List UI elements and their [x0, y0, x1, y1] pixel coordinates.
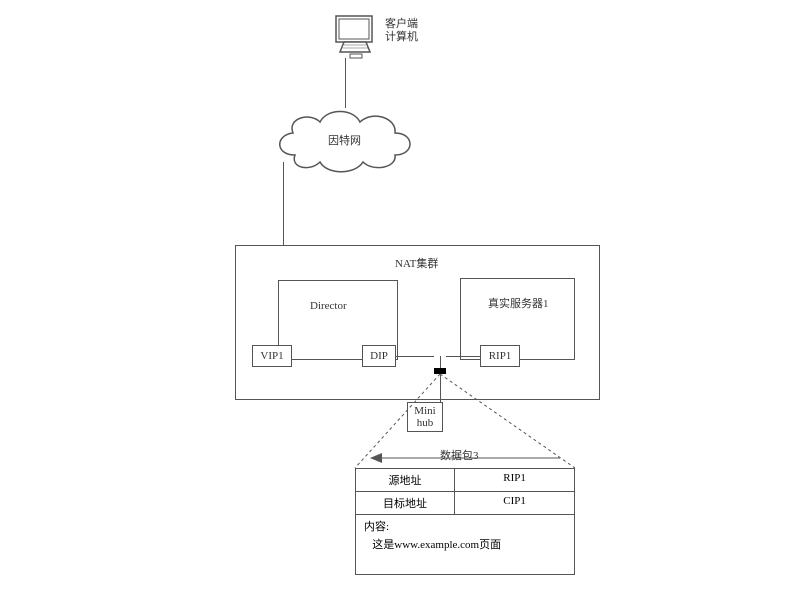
- content-cell: 内容: 这是www.example.com页面: [356, 515, 574, 574]
- packet-table: 源地址 RIP1 目标地址 CIP1 内容: 这是www.example.com…: [355, 468, 575, 575]
- diagram-canvas: 客户端 计算机 因特网 NAT集群 Director 真实服务器1 VIP1 D…: [0, 0, 804, 591]
- dst-addr-value: CIP1: [455, 492, 574, 514]
- content-text: 这是www.example.com页面: [372, 539, 501, 551]
- src-addr-value: RIP1: [455, 469, 574, 491]
- table-row: 源地址 RIP1: [356, 469, 574, 492]
- dst-addr-label: 目标地址: [356, 492, 455, 514]
- src-addr-label: 源地址: [356, 469, 455, 491]
- table-row: 内容: 这是www.example.com页面: [356, 515, 574, 574]
- content-label: 内容:: [364, 521, 389, 533]
- table-row: 目标地址 CIP1: [356, 492, 574, 515]
